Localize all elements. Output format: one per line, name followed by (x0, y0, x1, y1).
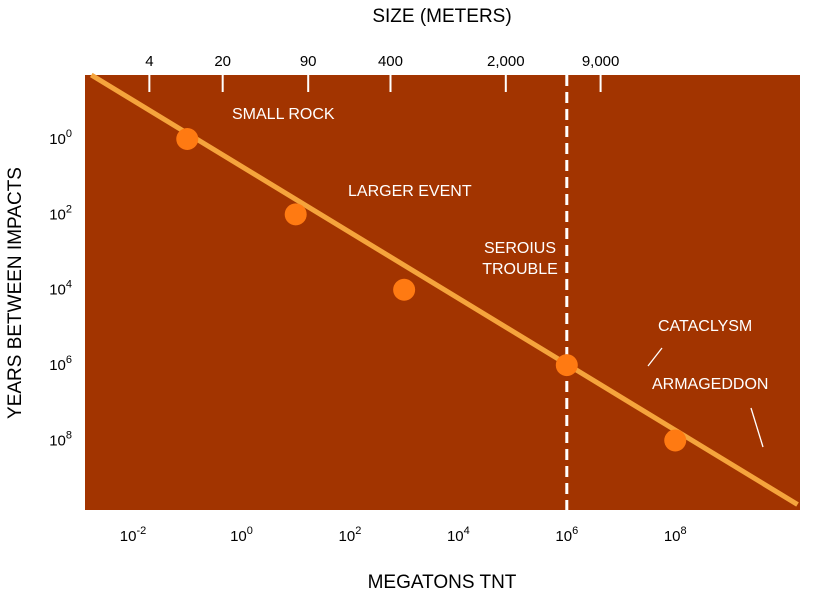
top-tick-label: 2,000 (487, 53, 525, 70)
data-point (664, 429, 687, 452)
leader-line (750, 407, 764, 448)
y-axis-title: YEARS BETWEEN IMPACTS (5, 167, 26, 419)
top-tick-label: 4 (145, 53, 153, 70)
data-point (555, 354, 578, 377)
x-tick-label: 10-2 (120, 525, 146, 545)
point-label: SMALL ROCK (232, 106, 335, 123)
leader-line (647, 347, 663, 367)
x-tick-label: 106 (555, 525, 578, 545)
data-point (176, 128, 199, 151)
x-tick-label: 100 (230, 525, 253, 545)
data-points (176, 128, 687, 452)
x-axis: 10-2 100 102 104 106 108 (120, 525, 687, 545)
y-tick-label: 108 (49, 429, 72, 449)
y-tick-label: 106 (49, 354, 72, 374)
y-tick-label: 102 (49, 203, 72, 223)
top-tick-label: 20 (214, 53, 231, 70)
point-label: ARMAGEDDON (652, 376, 768, 393)
top-size-axis: 4 20 90 400 2,000 9,000 (145, 53, 619, 92)
top-axis-title: SIZE (METERS) (372, 6, 511, 27)
point-label: SEROIUS TROUBLE (482, 240, 558, 278)
point-label: CATACLYSM (658, 318, 752, 335)
top-tick-label: 400 (378, 53, 403, 70)
annotation-leader-lines (647, 347, 764, 448)
x-tick-label: 104 (447, 525, 470, 545)
top-tick-label: 9,000 (582, 53, 620, 70)
x-tick-label: 102 (339, 525, 362, 545)
point-label: LARGER EVENT (348, 183, 472, 200)
y-axis: 100 102 104 106 108 (49, 128, 72, 449)
top-tick-label: 90 (300, 53, 317, 70)
y-tick-label: 104 (49, 279, 72, 299)
x-axis-title: MEGATONS TNT (368, 572, 517, 593)
data-point (284, 203, 307, 226)
y-tick-label: 100 (49, 128, 72, 148)
x-tick-label: 108 (664, 525, 687, 545)
data-point (393, 278, 416, 301)
point-annotations: SMALL ROCK LARGER EVENT SEROIUS TROUBLE CATA… (232, 106, 768, 393)
